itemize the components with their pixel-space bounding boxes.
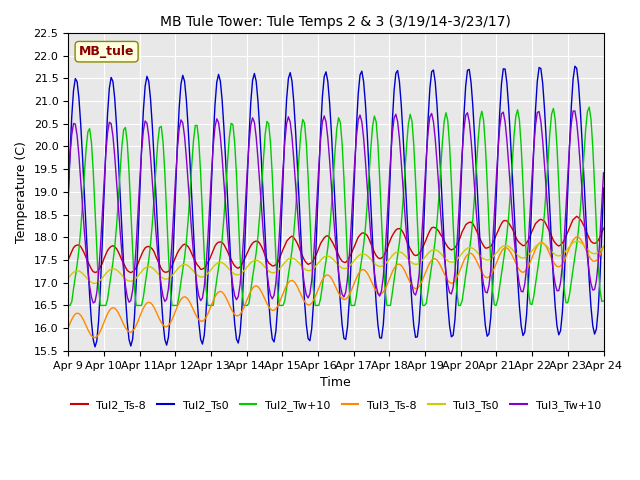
Tul2_Tw+10: [550, 106, 557, 111]
Tul3_Ts-8: [517, 269, 525, 275]
Tul2_Ts-8: [383, 247, 391, 252]
Tul3_Ts-8: [385, 278, 392, 284]
Tul3_Tw+10: [394, 119, 401, 124]
Tul3_Ts-8: [573, 234, 580, 240]
Tul2_Tw+10: [66, 302, 74, 308]
Line: Tul3_Ts0: Tul3_Ts0: [68, 241, 604, 283]
Tul2_Ts-8: [552, 240, 559, 246]
Tul3_Ts0: [552, 252, 559, 258]
Tul3_Ts0: [573, 238, 580, 244]
Tul2_Ts-8: [64, 257, 72, 263]
Tul2_Ts0: [383, 255, 391, 261]
Tul3_Tw+10: [600, 170, 607, 176]
Tul2_Ts-8: [66, 253, 74, 259]
X-axis label: Time: Time: [321, 376, 351, 389]
Line: Tul2_Ts-8: Tul2_Ts-8: [68, 216, 604, 273]
Tul3_Tw+10: [66, 154, 74, 160]
Legend: Tul2_Ts-8, Tul2_Ts0, Tul2_Tw+10, Tul3_Ts-8, Tul3_Ts0, Tul3_Tw+10: Tul2_Ts-8, Tul2_Ts0, Tul2_Tw+10, Tul3_Ts…: [67, 396, 605, 415]
Line: Tul2_Tw+10: Tul2_Tw+10: [68, 107, 604, 305]
Tul3_Ts0: [383, 259, 391, 265]
Tul2_Tw+10: [392, 265, 399, 271]
Tul2_Ts0: [600, 185, 607, 191]
Tul3_Tw+10: [383, 221, 391, 227]
Text: MB_tule: MB_tule: [79, 45, 134, 58]
Tul2_Ts0: [64, 199, 72, 204]
Line: Tul2_Ts0: Tul2_Ts0: [68, 66, 604, 347]
Tul3_Tw+10: [571, 108, 579, 114]
Tul3_Ts0: [385, 257, 392, 263]
Tul3_Ts-8: [600, 243, 607, 249]
Tul3_Ts-8: [91, 335, 99, 340]
Tul3_Ts0: [91, 280, 99, 286]
Tul2_Ts0: [66, 153, 74, 158]
Line: Tul3_Ts-8: Tul3_Ts-8: [68, 237, 604, 337]
Tul3_Tw+10: [385, 189, 392, 194]
Tul2_Tw+10: [381, 287, 389, 293]
Tul2_Ts-8: [517, 241, 525, 247]
Line: Tul3_Tw+10: Tul3_Tw+10: [68, 111, 604, 303]
Tul3_Ts0: [66, 273, 74, 279]
Tul3_Ts-8: [64, 325, 72, 331]
Tul2_Ts0: [517, 323, 525, 329]
Tul2_Ts0: [394, 68, 401, 73]
Tul2_Ts-8: [385, 241, 392, 247]
Tul3_Tw+10: [90, 300, 97, 306]
Tul2_Tw+10: [516, 117, 524, 123]
Tul3_Tw+10: [517, 288, 525, 294]
Tul3_Ts0: [64, 276, 72, 281]
Tul2_Ts0: [571, 63, 579, 69]
Tul3_Ts0: [394, 249, 401, 255]
Tul2_Tw+10: [586, 104, 593, 110]
Tul2_Tw+10: [383, 302, 391, 308]
Tul3_Ts-8: [383, 282, 391, 288]
Tul2_Ts0: [91, 344, 99, 350]
Tul3_Ts-8: [66, 321, 74, 326]
Tul3_Ts-8: [394, 262, 401, 267]
Tul3_Ts-8: [552, 262, 559, 267]
Tul2_Ts-8: [127, 270, 134, 276]
Tul3_Tw+10: [64, 183, 72, 189]
Tul2_Tw+10: [64, 302, 72, 308]
Tul3_Ts0: [517, 255, 525, 261]
Tul2_Ts-8: [573, 214, 580, 219]
Tul2_Tw+10: [600, 298, 607, 304]
Tul3_Ts0: [600, 243, 607, 249]
Tul2_Ts-8: [600, 225, 607, 231]
Tul2_Ts0: [552, 304, 559, 310]
Tul2_Ts-8: [394, 226, 401, 232]
Tul3_Tw+10: [552, 281, 559, 287]
Tul2_Ts0: [385, 210, 392, 216]
Title: MB Tule Tower: Tule Temps 2 & 3 (3/19/14-3/23/17): MB Tule Tower: Tule Temps 2 & 3 (3/19/14…: [161, 15, 511, 29]
Y-axis label: Temperature (C): Temperature (C): [15, 141, 28, 243]
